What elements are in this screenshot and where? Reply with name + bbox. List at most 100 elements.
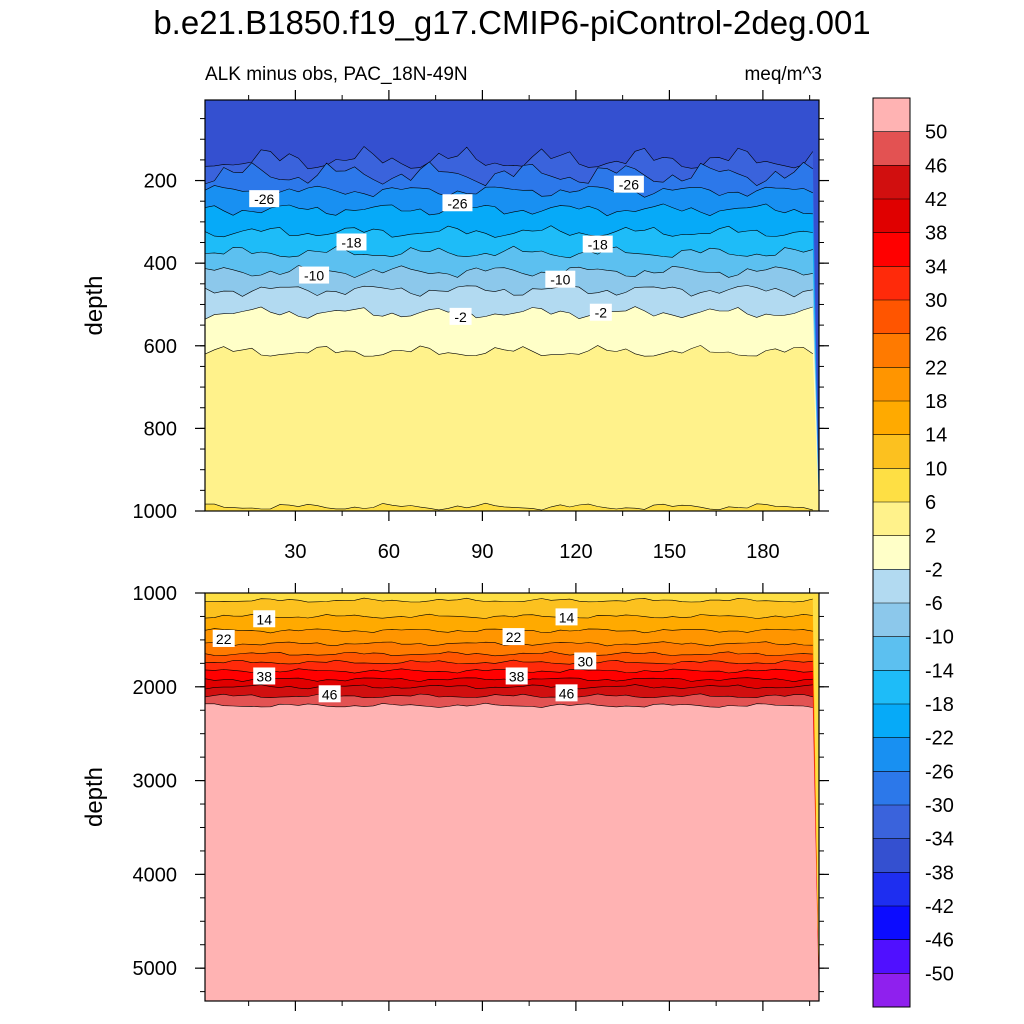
contour-label-text: 46 (322, 686, 338, 702)
contour-label: -18 (336, 233, 367, 251)
contour-line--14 (205, 245, 813, 259)
y-tick-label: 800 (144, 418, 177, 440)
contour-label-bg (336, 233, 367, 251)
colorbar-swatch (873, 401, 910, 435)
contour-label: -18 (582, 235, 613, 253)
colorbar-swatch (873, 838, 910, 873)
y-tick-label: 1000 (133, 583, 178, 605)
contour-label-bg (442, 194, 473, 212)
y-axis-label: depth (81, 275, 108, 335)
contour-label: 46 (318, 685, 341, 703)
colorbar-label: 46 (925, 155, 947, 177)
y-tick-label: 200 (144, 171, 177, 193)
colorbar-swatch (873, 872, 910, 907)
colorbar-label: -42 (925, 896, 954, 918)
contour-label: -26 (613, 175, 644, 193)
colorbar-label: -22 (925, 728, 954, 750)
contour-label: -26 (249, 190, 280, 208)
contour-label-bg (555, 684, 578, 702)
contour-line--26 (205, 185, 813, 199)
contour-label-text: -18 (588, 237, 608, 253)
colorbar-label: -10 (925, 627, 954, 649)
contour-label-bg (318, 685, 341, 703)
contour-label-text: -18 (341, 235, 361, 251)
plot-frame (204, 99, 820, 512)
colorbar-label: 2 (925, 526, 936, 548)
upper-panel: -26 -26 -26 -18 -18 -10 -10 -2 -2 200 400 600 800 100… (81, 90, 829, 563)
contour-label: 38 (253, 667, 276, 685)
colorbar-swatch (873, 737, 910, 772)
y-tick-label: 5000 (133, 958, 178, 980)
y-tick-label: 400 (144, 253, 177, 275)
colorbar-swatch (873, 771, 910, 806)
contour-label-bg (449, 307, 472, 325)
colorbar-swatch (873, 232, 910, 267)
contour-label-text: -26 (254, 191, 274, 207)
plot-area: -26 -26 -26 -18 -18 -10 -10 -2 -2 (205, 100, 819, 511)
contour-line-42 (205, 684, 813, 690)
colorbar-swatch (873, 367, 910, 402)
contour-label-text: -2 (454, 309, 467, 325)
y-axis-label: depth (81, 767, 108, 827)
contour-label-text: 14 (559, 609, 575, 625)
contour-label: 46 (555, 684, 578, 702)
contour-label-bg (212, 629, 235, 647)
colorbar-swatch (873, 434, 910, 469)
colorbar-label: 14 (925, 425, 947, 447)
colorbar-label: -30 (925, 795, 954, 817)
contour-line-26 (205, 651, 813, 657)
contour-label: -2 (589, 303, 612, 321)
chart-subtitle-variable: ALK minus obs, PAC_18N-49N (205, 64, 468, 85)
colorbar-frame (872, 97, 911, 1008)
contour-line-50 (205, 702, 813, 708)
colorbar-label: 30 (925, 290, 947, 312)
colorbar-swatch (873, 973, 910, 1008)
x-tick-label: 120 (559, 541, 592, 563)
y-tick-label: 1000 (133, 501, 178, 523)
colorbar-swatch (873, 939, 910, 974)
contour-label: 22 (212, 629, 235, 647)
contour-label: 38 (505, 667, 528, 685)
colorbar-swatch (873, 300, 910, 334)
contour-label: 14 (555, 608, 578, 626)
contour-line--34 (205, 146, 814, 170)
contour-label-text: 22 (506, 629, 522, 645)
colorbar-swatch (873, 266, 910, 301)
contour-line-6 (205, 502, 813, 511)
contour-label-text: 14 (256, 611, 272, 627)
colorbar-label: -46 (925, 930, 954, 952)
colorbar-label: 50 (925, 122, 947, 144)
contour-label: -26 (442, 194, 473, 212)
contour-label: -10 (545, 270, 576, 288)
contour-label-text: -2 (595, 305, 608, 321)
x-tick-label: 90 (471, 541, 493, 563)
contour-line-10 (205, 597, 813, 603)
colorbar-label: 18 (925, 391, 947, 413)
colorbar-label: -18 (925, 694, 954, 716)
colorbar-swatch (873, 468, 910, 503)
colorbar-swatch (873, 131, 910, 166)
x-tick-label: 150 (653, 541, 686, 563)
contour-label-text: 38 (509, 668, 525, 684)
y-tick-label: 4000 (133, 864, 178, 886)
colorbar-label: -2 (925, 559, 943, 581)
colorbar-swatch (873, 603, 910, 637)
contour-band-50 (205, 703, 819, 1001)
contour-label-text: -26 (619, 177, 639, 193)
contour-label-text: 38 (256, 668, 272, 684)
contour-label-bg (613, 175, 644, 193)
x-tick-label: 30 (284, 541, 306, 563)
contour-label-bg (253, 610, 276, 628)
contour-label-text: 46 (559, 685, 575, 701)
contour-label-bg (574, 652, 597, 670)
contour-band-6 (205, 503, 814, 511)
colorbar-label: 26 (925, 324, 947, 346)
colorbar-label: -14 (925, 660, 954, 682)
colorbar-swatch (873, 704, 910, 738)
chart-title: b.e21.B1850.f19_g17.CMIP6-piControl-2deg… (153, 4, 871, 41)
colorbar-swatch (873, 165, 910, 200)
colorbar-label: -26 (925, 761, 954, 783)
x-tick-label: 180 (746, 541, 779, 563)
colorbar: 50 46 42 38 34 30 26 22 18 14 10 6 2 -2 -6 -10 -14 -18 -22… (872, 97, 954, 1008)
